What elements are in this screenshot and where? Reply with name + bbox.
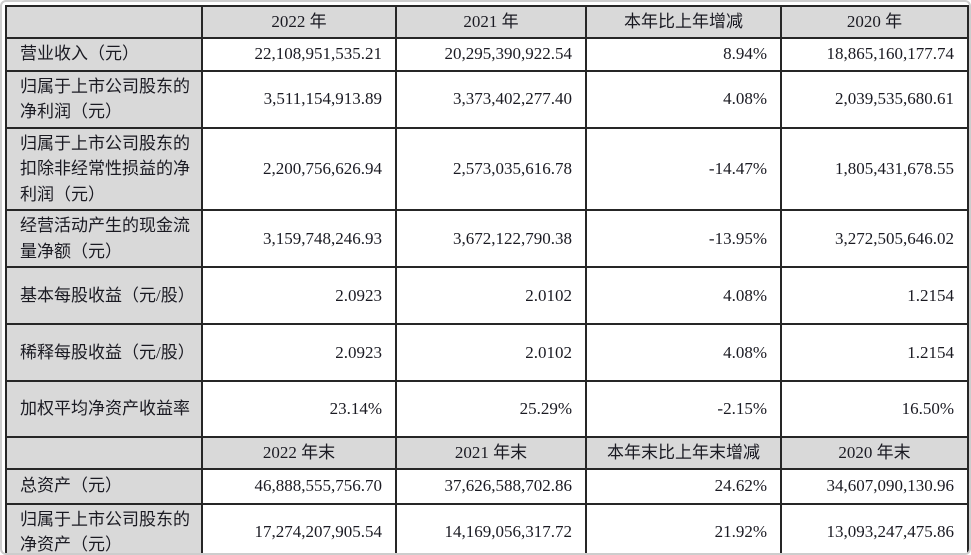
row-label-net-profit-excl-nonrecurring: 归属于上市公司股东的扣除非经常性损益的净利润（元）: [5, 126, 203, 211]
value-cell: 2.0923: [201, 323, 397, 382]
col-header-yoy-end-change: 本年末比上年末增减: [585, 436, 782, 470]
value-cell: 3,272,505,646.02: [780, 209, 969, 268]
value-cell: 2,039,535,680.61: [780, 69, 969, 129]
row-label-net-assets: 归属于上市公司股东的净资产（元）: [5, 502, 203, 553]
table-row: 基本每股收益（元/股） 2.0923 2.0102 4.08% 1.2154: [5, 266, 969, 325]
table-header-row-period-end: 2022 年末 2021 年末 本年末比上年末增减 2020 年末: [5, 436, 969, 470]
value-cell: 25.29%: [395, 380, 587, 438]
row-label-operating-cash-flow: 经营活动产生的现金流量净额（元）: [5, 209, 203, 268]
col-header-yoy-change: 本年比上年增减: [585, 5, 782, 39]
value-cell: -14.47%: [585, 126, 782, 211]
table-row: 总资产（元） 46,888,555,756.70 37,626,588,702.…: [5, 467, 969, 505]
table-row: 经营活动产生的现金流量净额（元） 3,159,748,246.93 3,672,…: [5, 209, 969, 268]
value-cell: 3,373,402,277.40: [395, 69, 587, 129]
value-cell: 2.0102: [395, 323, 587, 382]
value-cell: 4.08%: [585, 266, 782, 325]
value-cell: 18,865,160,177.74: [780, 36, 969, 72]
value-cell: 22,108,951,535.21: [201, 36, 397, 72]
value-cell: 21.92%: [585, 502, 782, 553]
row-label-net-profit: 归属于上市公司股东的净利润（元）: [5, 69, 203, 129]
col-header-2020-end: 2020 年末: [780, 436, 969, 470]
col-header-2022: 2022 年: [201, 5, 397, 39]
value-cell: 4.08%: [585, 323, 782, 382]
row-label-diluted-eps: 稀释每股收益（元/股）: [5, 323, 203, 382]
value-cell: 3,672,122,790.38: [395, 209, 587, 268]
value-cell: 14,169,056,317.72: [395, 502, 587, 553]
value-cell: 2,200,756,626.94: [201, 126, 397, 211]
table-row: 稀释每股收益（元/股） 2.0923 2.0102 4.08% 1.2154: [5, 323, 969, 382]
value-cell: 3,159,748,246.93: [201, 209, 397, 268]
value-cell: 8.94%: [585, 36, 782, 72]
value-cell: -13.95%: [585, 209, 782, 268]
value-cell: 34,607,090,130.96: [780, 467, 969, 505]
value-cell: 2.0923: [201, 266, 397, 325]
table-row: 归属于上市公司股东的净利润（元） 3,511,154,913.89 3,373,…: [5, 69, 969, 129]
table-header-row-annual: 2022 年 2021 年 本年比上年增减 2020 年: [5, 5, 969, 39]
table-row: 加权平均净资产收益率 23.14% 25.29% -2.15% 16.50%: [5, 380, 969, 438]
col-header-blank: [5, 5, 203, 39]
table-row: 归属于上市公司股东的扣除非经常性损益的净利润（元） 2,200,756,626.…: [5, 126, 969, 211]
row-label-total-assets: 总资产（元）: [5, 467, 203, 505]
value-cell: 16.50%: [780, 380, 969, 438]
value-cell: 4.08%: [585, 69, 782, 129]
value-cell: 13,093,247,475.86: [780, 502, 969, 553]
col-header-blank-2: [5, 436, 203, 470]
value-cell: -2.15%: [585, 380, 782, 438]
row-label-weighted-avg-roe: 加权平均净资产收益率: [5, 380, 203, 438]
value-cell: 2.0102: [395, 266, 587, 325]
value-cell: 23.14%: [201, 380, 397, 438]
row-label-basic-eps: 基本每股收益（元/股）: [5, 266, 203, 325]
row-label-revenue: 营业收入（元）: [5, 36, 203, 72]
value-cell: 46,888,555,756.70: [201, 467, 397, 505]
value-cell: 1.2154: [780, 266, 969, 325]
col-header-2021: 2021 年: [395, 5, 587, 39]
value-cell: 1,805,431,678.55: [780, 126, 969, 211]
col-header-2020: 2020 年: [780, 5, 969, 39]
table-row: 营业收入（元） 22,108,951,535.21 20,295,390,922…: [5, 36, 969, 72]
key-financial-data-table: 2022 年 2021 年 本年比上年增减 2020 年 营业收入（元） 22,…: [5, 5, 969, 553]
value-cell: 24.62%: [585, 467, 782, 505]
value-cell: 2,573,035,616.78: [395, 126, 587, 211]
col-header-2022-end: 2022 年末: [201, 436, 397, 470]
value-cell: 20,295,390,922.54: [395, 36, 587, 72]
value-cell: 1.2154: [780, 323, 969, 382]
table-row: 归属于上市公司股东的净资产（元） 17,274,207,905.54 14,16…: [5, 502, 969, 553]
col-header-2021-end: 2021 年末: [395, 436, 587, 470]
value-cell: 17,274,207,905.54: [201, 502, 397, 553]
value-cell: 37,626,588,702.86: [395, 467, 587, 505]
value-cell: 3,511,154,913.89: [201, 69, 397, 129]
